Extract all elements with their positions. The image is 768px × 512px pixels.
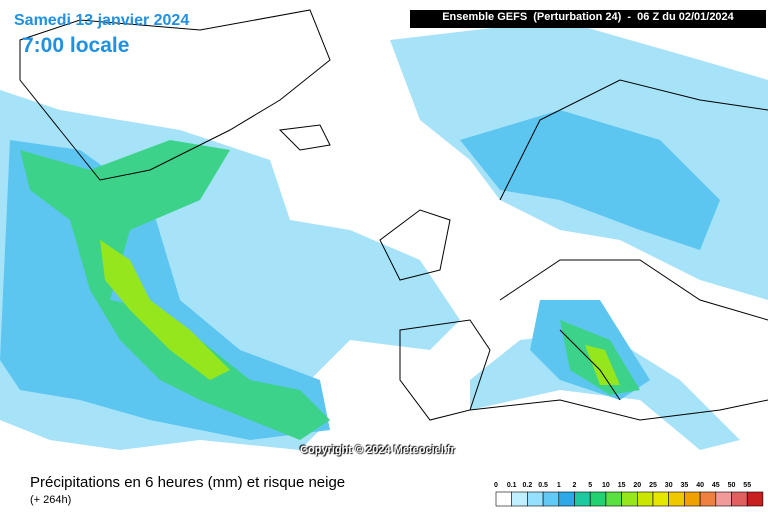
legend-label: 25 <box>649 482 657 489</box>
precip-intense <box>100 240 620 385</box>
legend-label: 5 <box>588 482 592 489</box>
caption-subtitle: (+ 264h) <box>30 494 72 506</box>
legend-swatch <box>731 491 748 507</box>
legend-swatch <box>668 491 685 507</box>
legend-swatch <box>652 491 669 507</box>
legend-swatch <box>589 491 607 507</box>
legend-swatch <box>495 491 512 507</box>
legend-swatch <box>527 491 544 507</box>
time-label: 7:00 locale <box>22 34 130 57</box>
legend-label: 0 <box>494 482 498 489</box>
legend-swatch <box>574 491 591 507</box>
legend-label: 0.5 <box>538 482 548 489</box>
legend-label: 35 <box>681 482 689 489</box>
legend-swatch <box>542 491 560 507</box>
legend-label: 2 <box>573 482 577 489</box>
legend-label: 20 <box>633 482 641 489</box>
run-banner <box>410 10 766 28</box>
legend-swatch <box>621 491 638 507</box>
legend-swatch <box>558 491 575 507</box>
legend-label: 1 <box>557 482 561 489</box>
legend-label: 30 <box>665 482 673 489</box>
legend-label: 0.2 <box>523 482 533 489</box>
legend-label: 45 <box>712 482 720 489</box>
caption-title: Précipitations en 6 heures (mm) et risqu… <box>30 474 346 491</box>
date-label: Samedi 13 janvier 2024 <box>14 12 190 29</box>
legend-label: 40 <box>696 482 704 489</box>
legend-swatch <box>684 491 701 507</box>
copyright: Copyright © 2024 Meteociel.fr <box>300 444 455 456</box>
legend-swatch <box>699 491 717 507</box>
legend-swatch <box>746 491 764 507</box>
coastlines <box>19 9 768 421</box>
legend-label: 55 <box>743 482 751 489</box>
legend-swatch <box>636 491 654 507</box>
legend-label: 10 <box>602 482 610 489</box>
legend-label: 0.1 <box>507 482 517 489</box>
run-label: Ensemble GEFS (Perturbation 24) - 06 Z d… <box>442 11 734 23</box>
legend-label: 50 <box>728 482 736 489</box>
legend-swatch <box>715 491 732 507</box>
legend: 0 0.1 0.2 0.5 1 2 5 10 15 20 25 30 35 40 45 50 55 <box>494 482 764 507</box>
legend-swatch <box>511 491 528 507</box>
legend-swatch <box>605 491 622 507</box>
legend-label: 15 <box>618 482 626 489</box>
